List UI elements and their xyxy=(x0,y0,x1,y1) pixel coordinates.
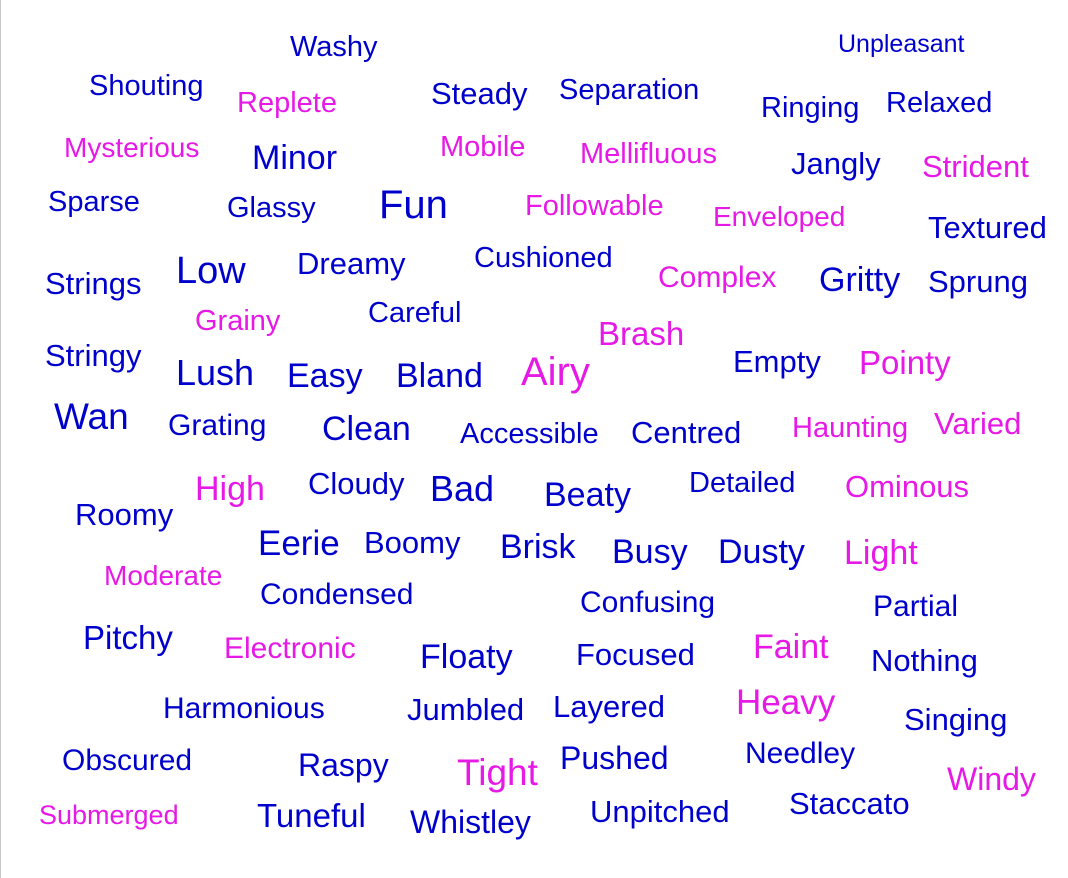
cloud-word: Busy xyxy=(612,533,688,571)
cloud-word: Brisk xyxy=(500,528,576,566)
cloud-word: Dreamy xyxy=(297,246,406,281)
cloud-word: Roomy xyxy=(75,497,174,532)
cloud-word: Easy xyxy=(287,357,363,395)
cloud-word: Replete xyxy=(237,87,337,119)
cloud-word: Boomy xyxy=(364,525,461,560)
cloud-word: Strings xyxy=(45,266,142,301)
cloud-word: Enveloped xyxy=(713,201,846,232)
cloud-word: Sprung xyxy=(928,264,1028,299)
cloud-word: Staccato xyxy=(789,786,910,821)
cloud-word: Whistley xyxy=(410,804,531,840)
cloud-word: Separation xyxy=(559,74,700,106)
cloud-word: Nothing xyxy=(871,643,978,678)
cloud-word: Textured xyxy=(928,210,1047,245)
left-border-line xyxy=(0,0,1,878)
cloud-word: Pushed xyxy=(560,740,669,776)
cloud-word: Washy xyxy=(290,31,378,63)
cloud-word: Heavy xyxy=(736,683,836,722)
cloud-word: Ringing xyxy=(761,92,860,124)
cloud-word: Ominous xyxy=(845,469,970,504)
cloud-word: Needley xyxy=(745,737,856,770)
cloud-word: Airy xyxy=(521,350,590,394)
cloud-word: Centred xyxy=(631,415,742,450)
cloud-word: Complex xyxy=(658,261,777,294)
cloud-word: Mysterious xyxy=(64,132,200,163)
cloud-word: Wan xyxy=(54,396,129,437)
cloud-word: Bad xyxy=(430,468,495,509)
cloud-word: Tuneful xyxy=(257,797,366,834)
cloud-word: Layered xyxy=(553,689,666,724)
cloud-word: Windy xyxy=(947,761,1036,797)
cloud-word: Confusing xyxy=(580,586,716,619)
cloud-word: Fun xyxy=(379,183,448,227)
cloud-word: Careful xyxy=(368,297,462,329)
cloud-word: Eerie xyxy=(258,524,340,563)
cloud-word: Bland xyxy=(396,357,483,395)
cloud-word: Jumbled xyxy=(407,692,525,727)
cloud-word: Condensed xyxy=(260,578,414,611)
cloud-word: Floaty xyxy=(420,638,513,676)
cloud-word: Haunting xyxy=(792,412,909,444)
cloud-word: Low xyxy=(176,250,246,292)
cloud-word: Grainy xyxy=(195,305,281,337)
cloud-word: Sparse xyxy=(48,186,140,218)
cloud-word: Obscured xyxy=(62,744,193,777)
cloud-word: Moderate xyxy=(104,560,223,591)
cloud-word: Varied xyxy=(934,406,1022,441)
cloud-word: Strident xyxy=(922,149,1029,184)
cloud-word: Light xyxy=(844,534,918,572)
cloud-word: Harmonious xyxy=(163,692,325,725)
cloud-word: Glassy xyxy=(227,192,316,224)
cloud-word: Focused xyxy=(576,637,695,672)
cloud-word: Brash xyxy=(598,315,685,352)
cloud-word: Relaxed xyxy=(886,87,993,119)
cloud-word: Raspy xyxy=(298,747,389,783)
cloud-word: Unpitched xyxy=(590,794,730,829)
cloud-word: Electronic xyxy=(224,632,356,665)
cloud-word: Cushioned xyxy=(474,242,613,274)
cloud-word: Singing xyxy=(904,702,1008,737)
cloud-word: Unpleasant xyxy=(838,30,965,58)
cloud-word: Jangly xyxy=(791,146,881,181)
cloud-word: Clean xyxy=(322,410,411,448)
cloud-word: Gritty xyxy=(819,261,901,299)
cloud-word: Mellifluous xyxy=(580,138,717,170)
cloud-word: Followable xyxy=(525,190,664,222)
cloud-word: Beaty xyxy=(544,476,631,514)
cloud-word: Submerged xyxy=(39,800,179,830)
cloud-word: Lush xyxy=(176,352,255,393)
cloud-word: Grating xyxy=(168,409,267,442)
cloud-word: Partial xyxy=(873,590,959,623)
cloud-word: High xyxy=(195,470,265,508)
cloud-word: Tight xyxy=(457,752,538,793)
cloud-word: Minor xyxy=(252,139,338,177)
cloud-word: Dusty xyxy=(718,533,805,571)
cloud-word: Empty xyxy=(733,344,821,379)
cloud-word: Stringy xyxy=(45,338,142,373)
cloud-word: Shouting xyxy=(89,70,204,102)
cloud-word: Steady xyxy=(431,76,528,111)
cloud-word: Mobile xyxy=(440,131,526,163)
cloud-word: Cloudy xyxy=(308,466,405,501)
cloud-word: Pointy xyxy=(859,344,951,381)
cloud-word: Pitchy xyxy=(83,619,173,656)
cloud-word: Faint xyxy=(753,628,829,666)
cloud-word: Detailed xyxy=(689,467,796,499)
cloud-word: Accessible xyxy=(460,418,599,450)
